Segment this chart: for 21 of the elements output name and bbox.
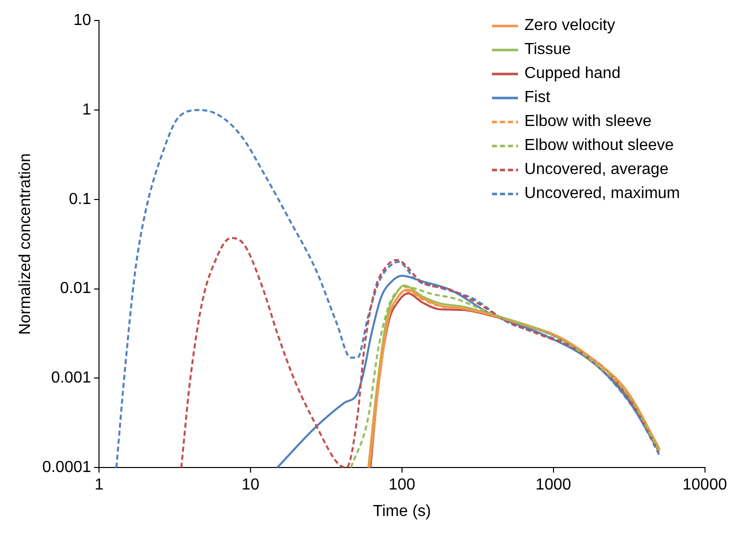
x-axis-title: Time (s)	[372, 502, 431, 520]
y-tick-label: 0.01	[60, 280, 92, 298]
legend-label: Uncovered, maximum	[524, 184, 680, 204]
y-tick-label: 10	[73, 12, 92, 30]
legend-label: Elbow without sleeve	[524, 136, 674, 156]
x-tick-label: 1000	[536, 476, 572, 494]
x-tick-label: 10	[242, 476, 260, 494]
x-tick-label: 100	[388, 476, 416, 494]
y-tick-label: 0.1	[68, 190, 92, 208]
y-tick-label: 0.0001	[42, 459, 92, 476]
y-tick-label: 0.001	[51, 370, 92, 387]
legend-label: Elbow with sleeve	[524, 112, 652, 132]
x-tick-label: 10000	[682, 476, 728, 494]
legend-label: Uncovered, average	[524, 160, 668, 180]
legend-label: Tissue	[524, 40, 571, 60]
y-axis-title: Normalized concentration	[17, 153, 34, 335]
x-tick-label: 1	[94, 476, 104, 494]
legend-label: Fist	[524, 88, 550, 108]
y-tick-label: 1	[82, 101, 92, 118]
legend-label: Cupped hand	[524, 64, 620, 84]
legend-label: Zero velocity	[524, 16, 616, 36]
